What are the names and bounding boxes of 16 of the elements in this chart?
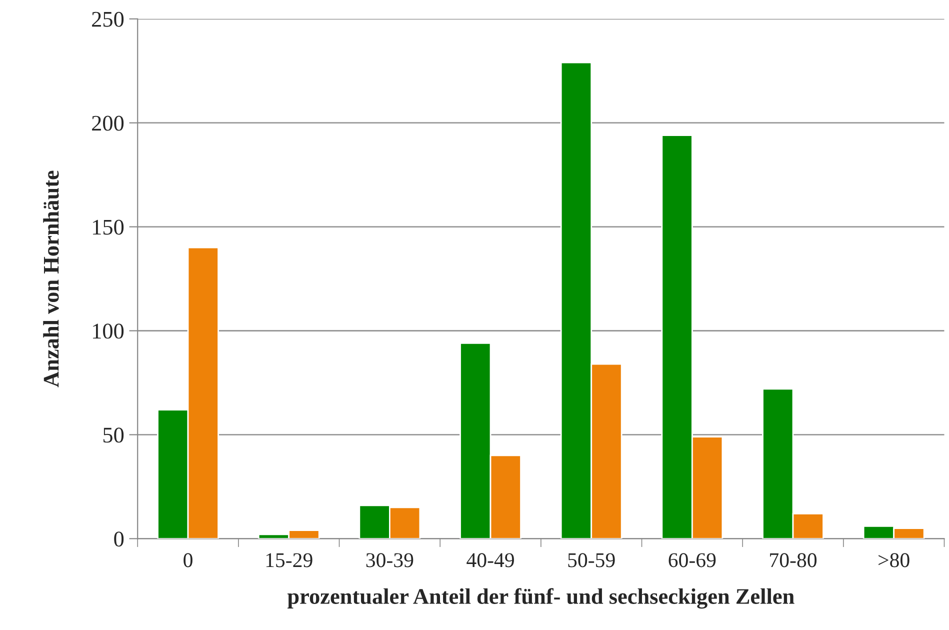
x-tick-label: 70-80: [770, 553, 817, 568]
x-tick-label: 30-39: [366, 553, 414, 568]
y-axis-title: Anzahl von Hornhäute: [43, 170, 59, 388]
y-tick-label: 50: [103, 428, 124, 443]
x-axis-title: prozentualer Anteil der fünf- und sechseckigen Zellen: [287, 588, 794, 609]
y-tick-label: 200: [92, 116, 124, 131]
x-tick-label: 50-59: [568, 553, 615, 568]
x-tick-label: 15-29: [266, 553, 312, 568]
y-tick-label: 100: [93, 324, 124, 339]
x-tick-label: >80: [878, 553, 910, 568]
x-tick-label: 60-69: [668, 553, 716, 568]
x-tick-label: 40-49: [466, 553, 514, 568]
x-tick-label: 0: [184, 553, 192, 568]
y-tick-label: 150: [93, 220, 124, 235]
y-tick-label: 250: [92, 12, 124, 27]
y-tick-label: 0: [114, 532, 124, 547]
